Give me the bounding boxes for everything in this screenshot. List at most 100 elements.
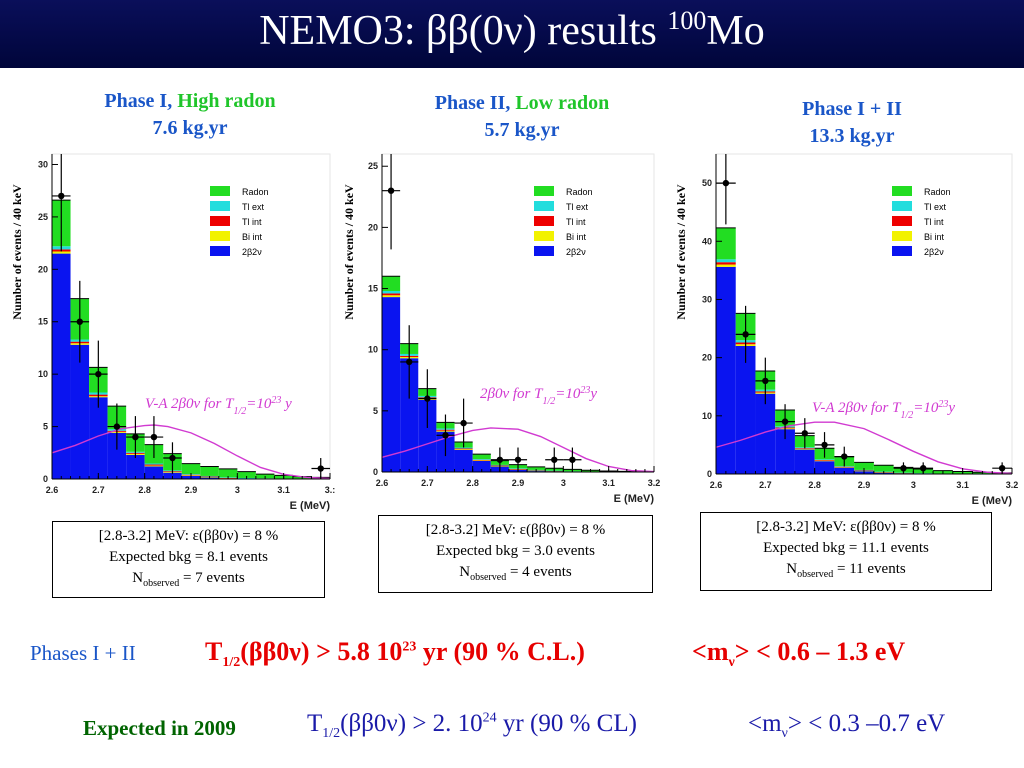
- expected-label: Expected in 2009: [83, 716, 236, 740]
- y-tick-label: 10: [38, 369, 48, 379]
- legend-label: Radon: [242, 187, 269, 197]
- bar-Tlint-bin5: [144, 464, 164, 466]
- legend-label: 2β2ν: [242, 247, 262, 257]
- legend-label: Tl int: [924, 217, 944, 227]
- histogram-phase1: V-A 2β0ν for T1/2=1023 y 2.6 2.7 2.8 2.9 3 3.1…: [10, 153, 335, 512]
- bar-Radon-bin10: [237, 471, 256, 478]
- data-point-4: [794, 418, 815, 449]
- bar-22-bin5: [472, 460, 491, 472]
- data-marker: [900, 464, 907, 472]
- x-tick-label: 2.8: [808, 480, 821, 490]
- data-point-1: [400, 325, 419, 399]
- legend-item-Radon: Radon: [210, 186, 269, 197]
- bar-Biint-bin0: [382, 295, 401, 298]
- legend-label: Radon: [924, 187, 951, 197]
- data-point-7: [311, 458, 330, 479]
- panel3-info-box: [2.8-3.2] MeV: ε(ββ0ν) = 8 % Expected bk…: [700, 512, 992, 591]
- x-tick-label: 2.7: [421, 478, 434, 488]
- bar-Tlext-bin4: [454, 447, 473, 449]
- data-point-6: [163, 442, 182, 474]
- y-axis-label: Number of events / 40 keV: [342, 184, 356, 320]
- y-tick-label: 30: [38, 159, 48, 169]
- bar-22-bin0: [382, 297, 401, 472]
- y-tick-label: 20: [702, 353, 712, 363]
- data-marker: [58, 192, 65, 200]
- signal-annotation: V-A 2β0ν for T1/2=1023y: [812, 399, 955, 421]
- x-tick-label: 2.8: [138, 485, 151, 495]
- bar-22-bin3: [107, 432, 127, 479]
- x-tick-label: 2.6: [710, 480, 723, 490]
- bar-22-bin1: [400, 358, 419, 472]
- data-marker: [762, 377, 769, 385]
- y-tick-label: 5: [373, 406, 378, 416]
- data-marker: [387, 187, 395, 194]
- data-marker: [742, 331, 749, 338]
- x-axis-label: E (MeV): [290, 500, 331, 512]
- histogram-phase1-2: V-A 2β0ν for T1/2=1023y 2.6 2.7 2.8 2.9 3 3.1 3…: [674, 153, 1019, 507]
- y-tick-label: 20: [38, 264, 48, 274]
- x-tick-label: 2.8: [466, 478, 479, 488]
- data-marker: [113, 423, 121, 430]
- panel1-info-box: [2.8-3.2] MeV: ε(ββ0ν) = 8 % Expected bk…: [52, 521, 325, 598]
- data-marker: [722, 179, 730, 187]
- bar-Tlext-bin5: [814, 459, 835, 461]
- signal-annotation: 2β0ν for T1/2=1023y: [480, 385, 597, 407]
- bar-Radon-bin8: [873, 465, 894, 472]
- legend-item-22: 2β2ν: [534, 246, 586, 257]
- x-tick-label: 2.6: [376, 478, 389, 488]
- y-tick-label: 5: [43, 422, 48, 432]
- bar-Biint-bin5: [144, 465, 164, 467]
- bar-Tlint-bin5: [814, 460, 835, 461]
- signal-annotation: V-A 2β0ν for T1/2=1023 y: [145, 395, 292, 417]
- bar-Biint-bin4: [454, 449, 473, 450]
- legend-item-Radon: Radon: [892, 186, 951, 197]
- bar-Tlint-bin0: [716, 262, 736, 265]
- bar-Tlext-bin5: [472, 459, 491, 460]
- legend-swatch: [210, 186, 230, 196]
- data-marker: [801, 430, 808, 437]
- data-marker: [920, 464, 927, 472]
- legend-swatch: [534, 246, 554, 256]
- data-marker: [841, 453, 848, 460]
- data-point-2: [89, 340, 108, 408]
- y-axis-label: Number of events / 40 keV: [10, 184, 24, 320]
- data-marker: [442, 432, 449, 439]
- x-axis-label: E (MeV): [614, 493, 655, 505]
- x-tick-label: 3.2: [1006, 480, 1019, 490]
- data-point-2: [418, 369, 437, 428]
- data-point-6: [834, 446, 855, 467]
- bar-22-bin2: [755, 393, 776, 474]
- x-tick-label: 2.9: [185, 485, 198, 495]
- data-marker: [514, 456, 522, 463]
- legend-swatch: [210, 246, 230, 256]
- data-point-1: [735, 305, 756, 363]
- bar-Tlint-bin0: [382, 293, 401, 296]
- legend-swatch: [210, 231, 230, 241]
- data-marker: [460, 419, 467, 427]
- data-point-5: [490, 447, 509, 472]
- phases-label: Phases I + II: [30, 641, 136, 665]
- y-tick-label: 0: [373, 467, 378, 477]
- y-tick-label: 40: [702, 236, 712, 246]
- legend-item-Biint: Bi int: [210, 231, 263, 242]
- bar-Radon-bin8: [527, 466, 546, 470]
- bar-Biint-bin0: [716, 264, 736, 267]
- panel1-heading: Phase I, High radon 7.6 kg.yr: [104, 90, 276, 139]
- legend-label: 2β2ν: [924, 247, 944, 257]
- data-marker: [150, 433, 158, 441]
- bar-Biint-bin6: [834, 467, 855, 468]
- bar-Radon-bin0: [716, 227, 736, 260]
- histogram-phase2: 2β0ν for T1/2=1023y 2.6 2.7 2.8 2.9 3 3.1 3.2 0 5…: [342, 153, 660, 505]
- data-marker: [169, 454, 176, 462]
- legend-label: Bi int: [242, 232, 263, 242]
- legend-swatch: [210, 216, 230, 226]
- bar-22-bin2: [418, 399, 437, 472]
- data-marker: [317, 465, 324, 472]
- bar-22-bin6: [834, 467, 855, 474]
- data-marker: [406, 358, 413, 366]
- bar-Radon-bin9: [218, 468, 238, 478]
- x-tick-label: 2.6: [46, 485, 59, 495]
- y-tick-label: 25: [368, 161, 378, 171]
- bar-22-bin4: [454, 449, 473, 472]
- data-marker: [551, 456, 558, 463]
